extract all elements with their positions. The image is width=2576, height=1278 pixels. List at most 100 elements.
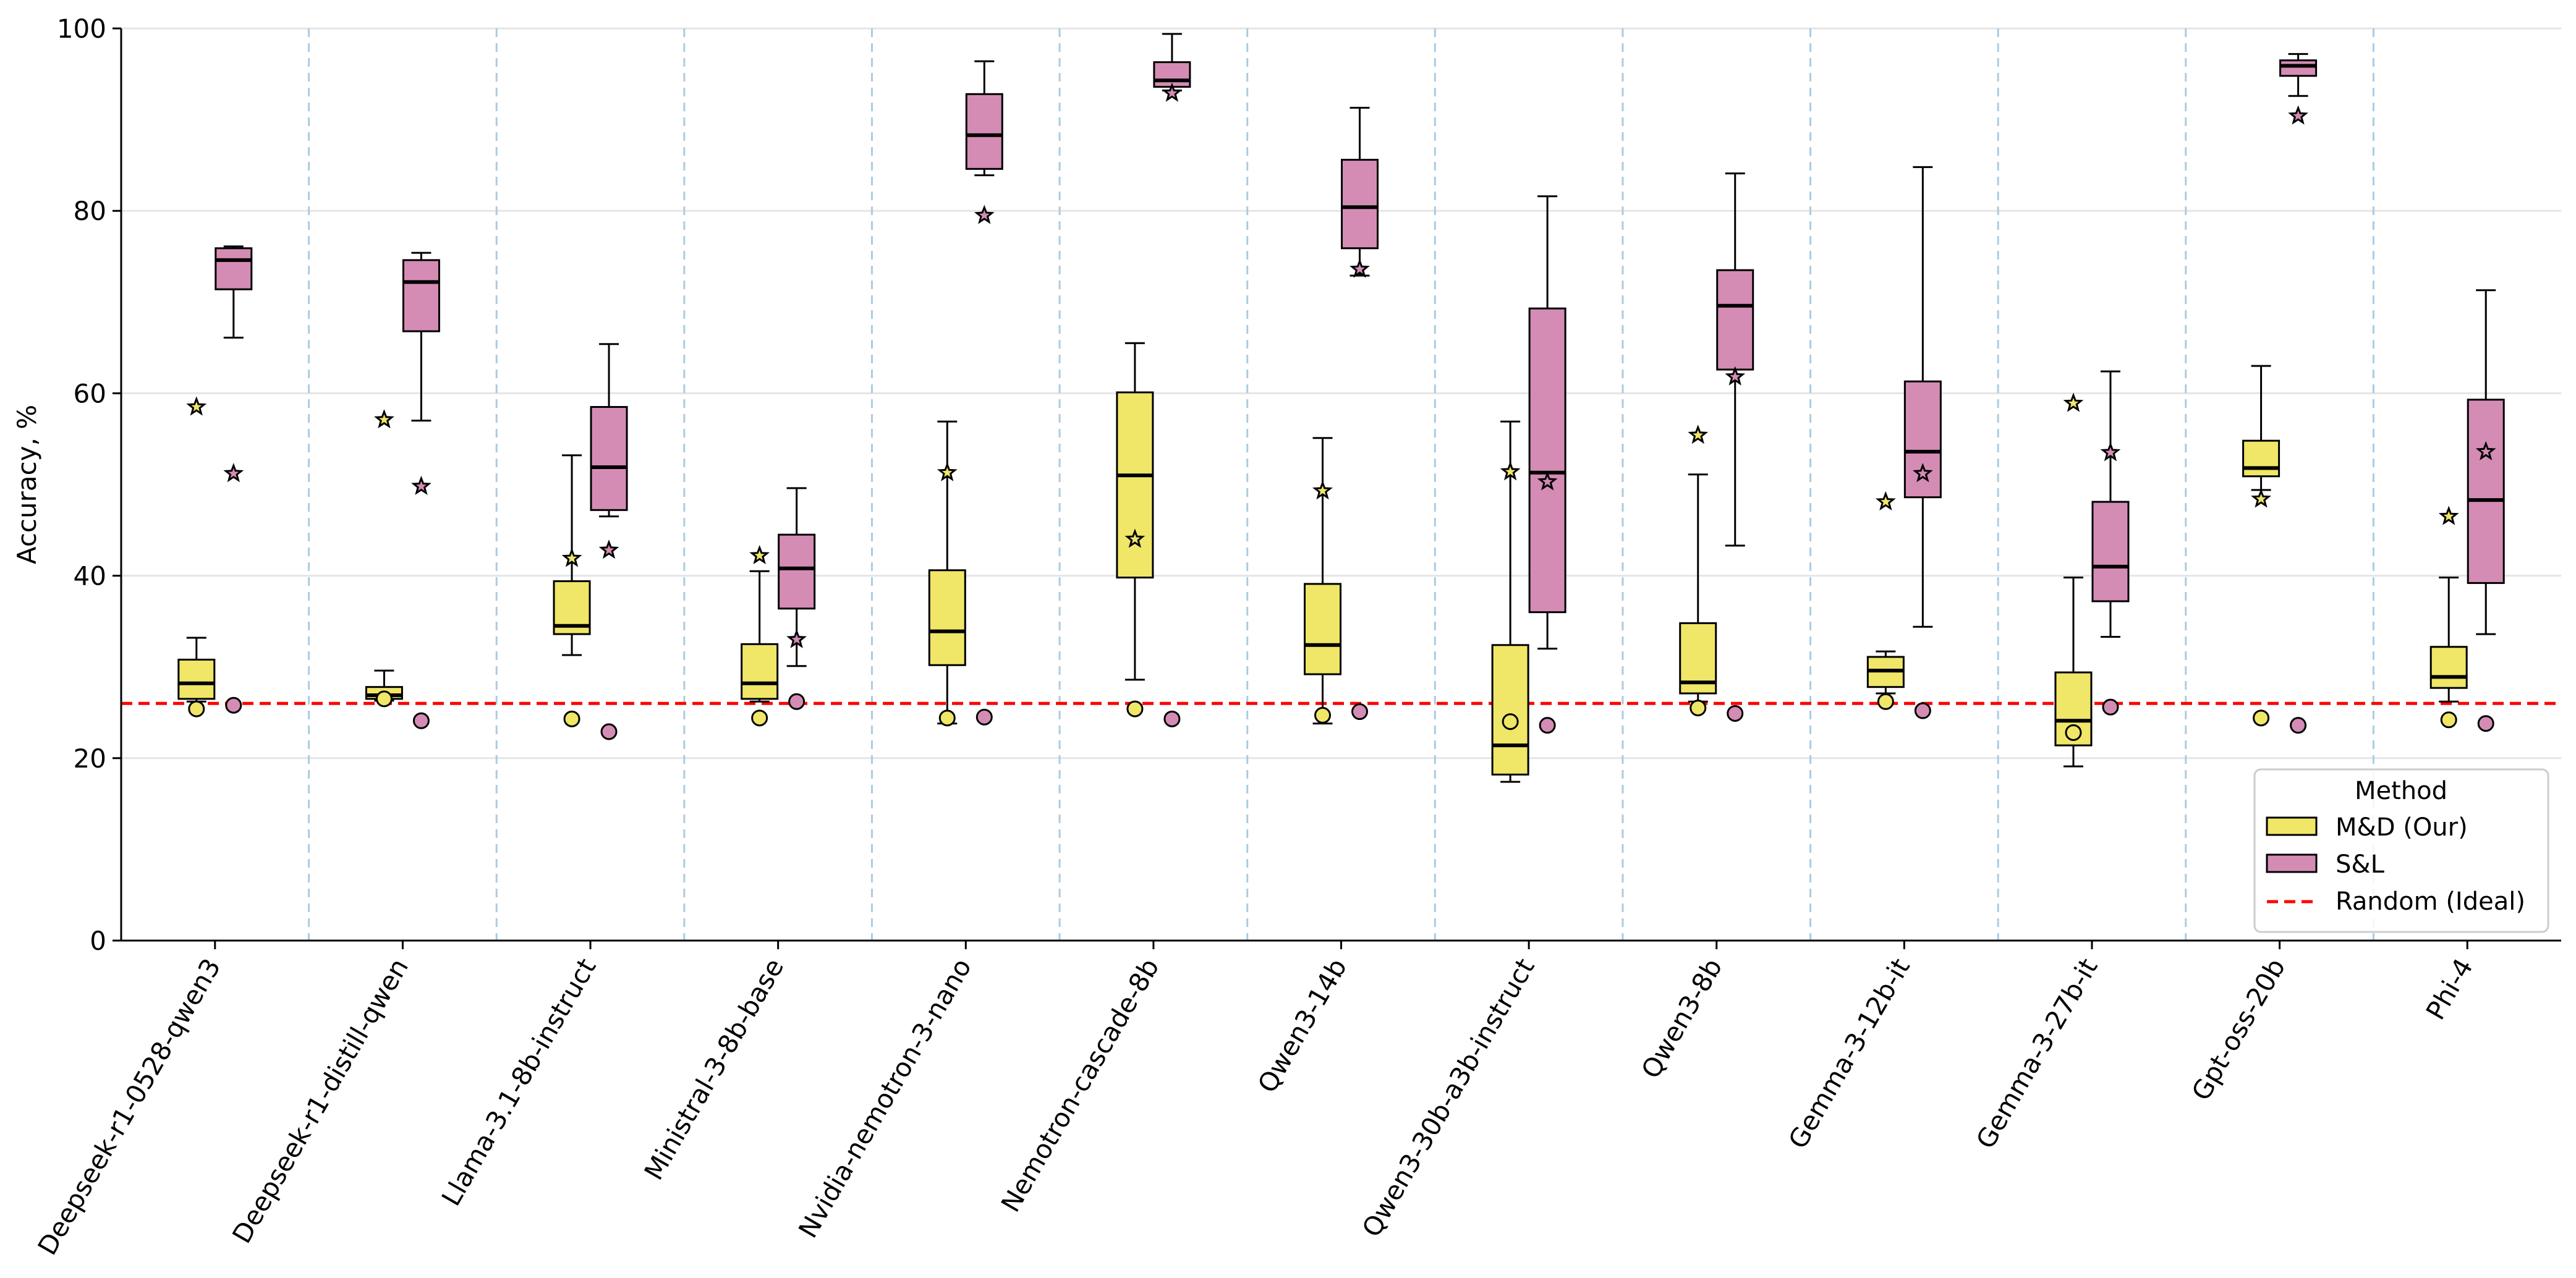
- box-md-6: [1304, 437, 1341, 725]
- random-point-md-7: [1502, 713, 1519, 730]
- box-sl-7: [1528, 195, 1566, 650]
- box-iqr: [1491, 644, 1529, 776]
- box-md-11: [2242, 365, 2281, 491]
- random-point-sl-9: [1914, 702, 1931, 719]
- box-sl-6: [1341, 106, 1379, 277]
- box-sl-9: [1903, 166, 1942, 628]
- random-point-sl-10: [2102, 698, 2119, 716]
- box-iqr: [1304, 583, 1341, 675]
- random-point-sl-7: [1539, 717, 1556, 734]
- y-tick-label: 20: [74, 743, 106, 774]
- star-point-sl-9: [1913, 463, 1933, 483]
- star-point-sl-4: [974, 205, 995, 224]
- legend-frame: [2253, 768, 2549, 933]
- legend-label-md: M&D (Our): [2336, 813, 2468, 842]
- star-point-sl-0: [223, 463, 244, 483]
- random-point-md-5: [1126, 700, 1144, 717]
- box-sl-12: [2467, 289, 2505, 635]
- box-md-0: [177, 637, 216, 703]
- random-point-sl-1: [412, 712, 430, 729]
- random-point-sl-5: [1163, 710, 1181, 727]
- box-iqr: [2429, 646, 2468, 689]
- box-sl-8: [1716, 172, 1754, 547]
- star-point-sl-7: [1537, 471, 1558, 491]
- box-iqr: [1341, 159, 1379, 250]
- box-iqr: [965, 93, 1003, 170]
- box-md-12: [2429, 577, 2468, 703]
- random-point-sl-3: [788, 693, 806, 710]
- box-iqr: [928, 569, 966, 666]
- star-point-sl-11: [2288, 105, 2308, 125]
- star-point-md-7: [1500, 460, 1521, 481]
- grid-layer: [121, 27, 2561, 760]
- random-point-md-10: [2065, 724, 2082, 741]
- random-point-sl-6: [1351, 703, 1368, 721]
- box-iqr: [2279, 59, 2318, 77]
- box-md-4: [928, 420, 966, 725]
- box-md-3: [741, 570, 779, 703]
- box-sl-11: [2279, 53, 2318, 97]
- y-tick-label: 0: [90, 926, 106, 956]
- star-point-sl-6: [1350, 258, 1370, 278]
- box-sl-0: [215, 245, 253, 339]
- x-tick-label: Gemma-3-27b-it: [1970, 954, 2104, 1154]
- x-ticks: Deepseek-r1-0528-qwen3 Deepseek-r1-distil…: [32, 941, 2479, 1260]
- random-point-sl-11: [2290, 717, 2307, 734]
- box-md-8: [1679, 473, 1717, 703]
- box-sl-4: [965, 60, 1003, 177]
- box-md-9: [1866, 650, 1905, 695]
- star-point-sl-12: [2475, 441, 2496, 460]
- x-tick-label: Qwen3-8b: [1635, 954, 1728, 1084]
- box-sl-2: [590, 343, 628, 518]
- random-point-md-2: [563, 710, 580, 727]
- y-tick-label: 40: [74, 561, 106, 591]
- y-tick-label: 100: [57, 14, 106, 44]
- x-tick-label: Ministral-3-8b-base: [638, 954, 789, 1185]
- random-point-md-0: [188, 700, 205, 717]
- x-tick-label: Gemma-3-12b-it: [1782, 954, 1916, 1154]
- star-point-sl-3: [786, 628, 807, 648]
- box-iqr: [2091, 501, 2130, 603]
- box-iqr: [1716, 269, 1754, 371]
- star-point-md-5: [1124, 528, 1146, 548]
- y-tick-label: 80: [74, 196, 106, 226]
- random-point-md-1: [375, 690, 393, 708]
- star-point-md-9: [1875, 491, 1896, 511]
- x-tick-label: Qwen3-14b: [1252, 954, 1353, 1098]
- star-point-md-3: [749, 544, 770, 565]
- box-md-7: [1491, 420, 1529, 783]
- box-iqr: [1903, 380, 1942, 499]
- x-tick-label: Phi-4: [2420, 954, 2479, 1025]
- x-tick-label: Nemotron-cascade-8b: [995, 954, 1165, 1217]
- y-ticks: 0 20 40 60 80 100: [57, 14, 121, 956]
- legend: Method M&D (Our) S&L Random (Ideal): [2253, 768, 2549, 933]
- star-point-md-1: [374, 408, 394, 429]
- x-tick-label: Gpt-oss-20b: [2186, 954, 2292, 1106]
- box-iqr: [590, 406, 628, 511]
- y-axis-title: Accuracy, %: [12, 405, 42, 564]
- star-point-md-8: [1688, 425, 1709, 444]
- random-point-sl-4: [976, 708, 993, 726]
- star-point-sl-1: [411, 475, 431, 495]
- box-iqr: [215, 247, 253, 290]
- random-point-sl-8: [1727, 705, 1744, 722]
- star-point-sl-10: [2100, 442, 2121, 462]
- box-sl-3: [778, 487, 816, 667]
- box-iqr: [1528, 307, 1566, 614]
- star-point-md-2: [561, 548, 582, 567]
- star-point-sl-5: [1162, 82, 1183, 102]
- box-iqr: [1153, 61, 1191, 88]
- x-tick-label: Deepseek-r1-distill-qwen: [226, 954, 414, 1249]
- random-point-sl-12: [2477, 715, 2494, 732]
- box-sl-10: [2091, 370, 2130, 638]
- marker-layer: [186, 82, 2496, 741]
- star-point-sl-8: [1725, 366, 1746, 386]
- star-point-md-11: [2251, 488, 2271, 508]
- box-layer: [177, 33, 2505, 783]
- x-tick-label: Qwen3-30b-a3b-instruct: [1356, 954, 1541, 1242]
- box-iqr: [778, 533, 816, 610]
- legend-label-sl: S&L: [2336, 850, 2385, 879]
- legend-swatch-md: [2266, 816, 2318, 836]
- box-iqr: [2242, 439, 2281, 478]
- star-point-md-0: [186, 396, 207, 416]
